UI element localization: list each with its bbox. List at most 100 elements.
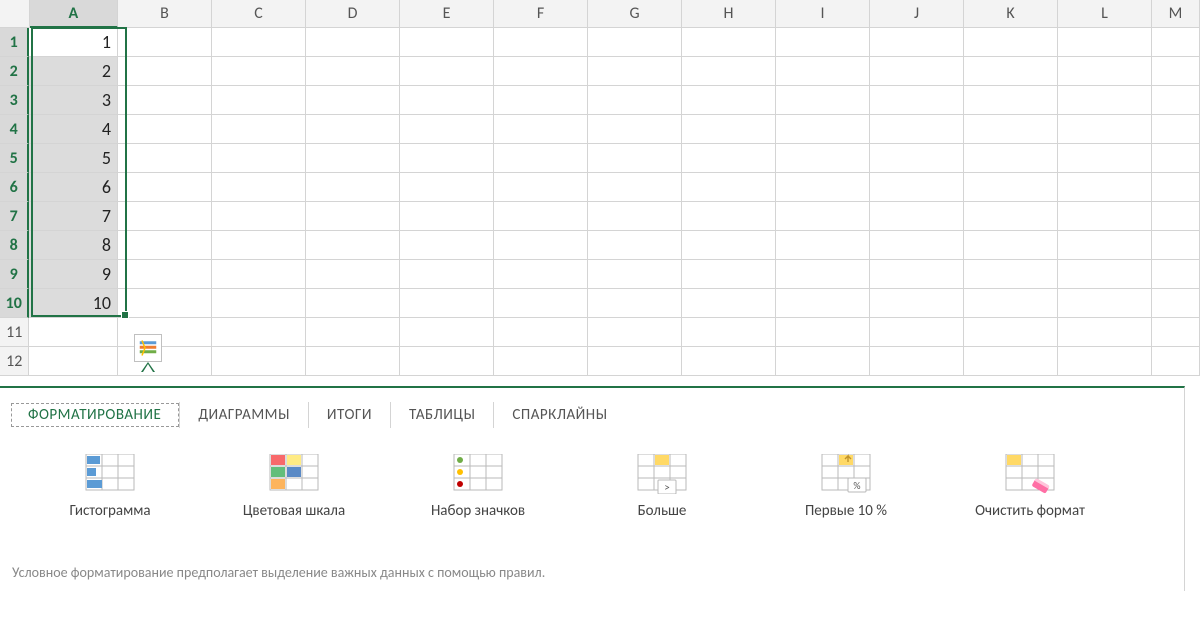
cell[interactable] [870, 86, 964, 115]
cell[interactable] [1152, 231, 1200, 260]
cell[interactable] [776, 115, 870, 144]
cell[interactable] [306, 202, 400, 231]
cell[interactable] [118, 28, 212, 57]
cell[interactable] [682, 86, 776, 115]
cell[interactable] [306, 86, 400, 115]
cell[interactable] [212, 57, 306, 86]
row-header[interactable]: 4 [0, 115, 29, 144]
cell[interactable] [400, 86, 494, 115]
cell[interactable] [1058, 144, 1152, 173]
cell[interactable] [870, 28, 964, 57]
cell[interactable] [494, 347, 588, 376]
cell[interactable]: 6 [29, 173, 117, 202]
cell[interactable] [682, 173, 776, 202]
cell[interactable] [306, 260, 400, 289]
cell[interactable] [588, 289, 682, 318]
cell[interactable] [118, 173, 212, 202]
cell[interactable] [1058, 86, 1152, 115]
cell[interactable] [1152, 289, 1200, 318]
cell[interactable] [29, 347, 118, 376]
cell[interactable] [494, 86, 588, 115]
cell[interactable] [1152, 115, 1200, 144]
cell[interactable] [682, 347, 776, 376]
cell[interactable] [118, 347, 212, 376]
cell[interactable] [1058, 115, 1152, 144]
cell[interactable] [212, 289, 306, 318]
cell[interactable] [776, 144, 870, 173]
column-header[interactable]: C [212, 0, 306, 28]
cell[interactable] [682, 289, 776, 318]
cell[interactable] [306, 173, 400, 202]
cell[interactable] [776, 289, 870, 318]
cell[interactable] [306, 318, 400, 347]
cell[interactable] [400, 173, 494, 202]
cell[interactable] [1058, 289, 1152, 318]
cell[interactable] [400, 231, 494, 260]
cell[interactable] [588, 173, 682, 202]
cell[interactable] [212, 318, 306, 347]
cell[interactable] [870, 318, 964, 347]
cell[interactable] [118, 289, 212, 318]
cell[interactable] [682, 202, 776, 231]
cell[interactable] [212, 86, 306, 115]
cell[interactable] [1058, 57, 1152, 86]
row-header[interactable]: 2 [0, 57, 29, 86]
cell[interactable] [776, 28, 870, 57]
cell[interactable] [870, 57, 964, 86]
column-header[interactable]: D [306, 0, 400, 28]
cell[interactable] [118, 202, 212, 231]
cell[interactable] [1058, 318, 1152, 347]
cell[interactable]: 9 [29, 260, 117, 289]
cell[interactable] [1152, 86, 1200, 115]
column-header[interactable]: K [964, 0, 1058, 28]
cell[interactable] [400, 202, 494, 231]
cell[interactable] [776, 347, 870, 376]
column-header[interactable]: M [1152, 0, 1200, 28]
qa-tab-totals[interactable]: ИТОГИ [309, 402, 391, 428]
row-header[interactable]: 11 [0, 318, 29, 347]
cell[interactable] [306, 115, 400, 144]
cell[interactable] [494, 231, 588, 260]
cell[interactable] [1152, 347, 1200, 376]
cell[interactable] [776, 202, 870, 231]
cell[interactable] [870, 202, 964, 231]
column-header[interactable]: E [400, 0, 494, 28]
cell[interactable] [964, 57, 1058, 86]
cell[interactable]: 10 [29, 289, 117, 318]
cell[interactable] [588, 144, 682, 173]
column-header[interactable]: F [494, 0, 588, 28]
cell[interactable] [494, 260, 588, 289]
cell[interactable] [118, 318, 212, 347]
cell[interactable] [964, 347, 1058, 376]
cell[interactable] [776, 86, 870, 115]
row-header[interactable]: 9 [0, 260, 29, 289]
cell[interactable] [306, 144, 400, 173]
qa-option-icon_set[interactable]: Набор значков [408, 454, 548, 520]
cell[interactable] [682, 231, 776, 260]
cell[interactable] [1152, 260, 1200, 289]
cell[interactable] [588, 28, 682, 57]
cell[interactable] [964, 202, 1058, 231]
cell[interactable] [212, 28, 306, 57]
cell[interactable] [964, 28, 1058, 57]
cell[interactable] [682, 318, 776, 347]
cell[interactable] [400, 347, 494, 376]
cell[interactable] [1152, 28, 1200, 57]
cell[interactable] [1152, 318, 1200, 347]
cell[interactable] [964, 115, 1058, 144]
cell[interactable] [400, 318, 494, 347]
column-header[interactable]: A [30, 0, 118, 28]
cell[interactable] [494, 202, 588, 231]
cell[interactable] [870, 231, 964, 260]
cell[interactable] [400, 28, 494, 57]
cell[interactable] [964, 144, 1058, 173]
cell[interactable] [1058, 347, 1152, 376]
cell[interactable] [306, 57, 400, 86]
row-header[interactable]: 1 [0, 28, 29, 57]
column-header[interactable]: B [118, 0, 212, 28]
qa-tab-charts[interactable]: ДИАГРАММЫ [180, 402, 309, 428]
cell[interactable] [1058, 28, 1152, 57]
qa-option-color_scale[interactable]: Цветовая шкала [224, 454, 364, 520]
cell[interactable] [306, 289, 400, 318]
qa-tab-formatting[interactable]: ФОРМАТИРОВАНИЕ [10, 402, 180, 428]
